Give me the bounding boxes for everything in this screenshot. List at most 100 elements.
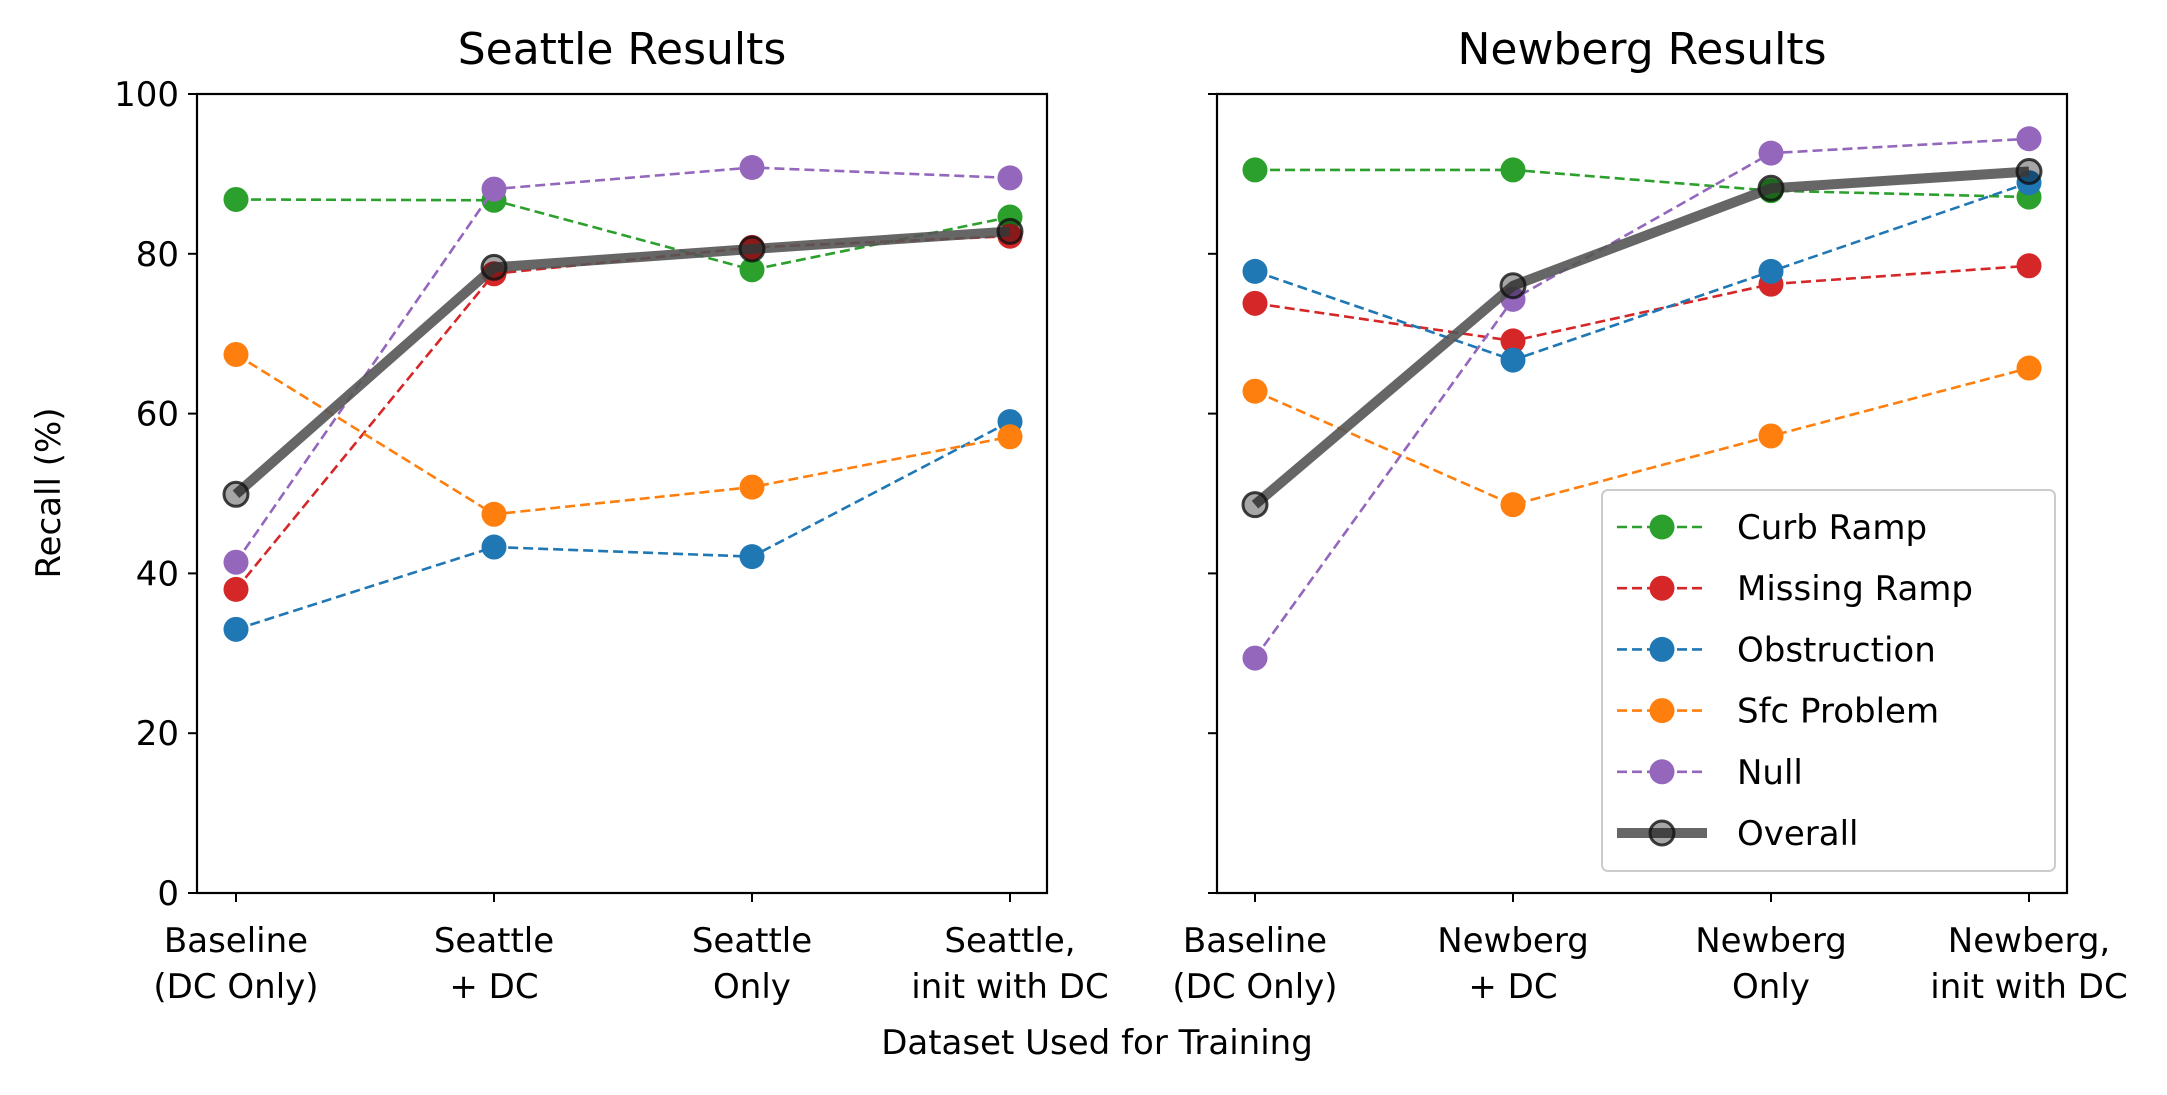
- seattle-line-curb-ramp: [235, 198, 1011, 272]
- newberg-series-sfc-problem: [1242, 355, 2042, 518]
- seattle-series-overall: [222, 217, 1024, 508]
- seattle-series-missing-ramp: [223, 223, 1023, 602]
- seattle-line-null: [234, 166, 1011, 563]
- newberg-point-missing-ramp: [1500, 328, 1526, 354]
- newberg-line-overall: [1251, 166, 2030, 509]
- seattle-panel-title: Seattle Results: [458, 24, 787, 75]
- x-tick-label: + DC: [449, 967, 538, 1007]
- legend-item-obstruction: Obstruction: [1617, 630, 1936, 670]
- seattle-point-obstruction: [739, 544, 765, 570]
- seattle-point-null: [481, 176, 507, 202]
- newberg-line-missing-ramp: [1254, 264, 2030, 343]
- seattle-point-obstruction: [481, 534, 507, 560]
- x-tick-label: Seattle: [434, 921, 554, 961]
- seattle-point-curb-ramp: [739, 257, 765, 283]
- seattle-point-curb-ramp: [223, 186, 249, 212]
- legend-marker: [1649, 575, 1675, 601]
- seattle-point-null: [997, 165, 1023, 191]
- legend-label: Missing Ramp: [1737, 569, 1973, 609]
- seattle-point-overall: [738, 235, 766, 263]
- seattle-point-missing-ramp: [223, 576, 249, 602]
- newberg-point-overall: [1499, 272, 1527, 300]
- x-tick-label: (DC Only): [153, 967, 318, 1007]
- legend-box: [1601, 489, 2056, 872]
- newberg-point-missing-ramp: [1242, 290, 1268, 316]
- seattle-point-sfc-problem: [997, 424, 1023, 450]
- seattle-line-missing-ramp: [234, 234, 1011, 591]
- seattle-series-null: [223, 155, 1023, 575]
- legend-label: Overall: [1737, 814, 1859, 854]
- x-tick-label: Newberg: [1437, 921, 1589, 961]
- y-tick-label: 40: [136, 554, 179, 594]
- y-tick-label: 60: [136, 395, 179, 435]
- legend-marker: [1649, 636, 1675, 662]
- x-axis-label: Dataset Used for Training: [881, 1023, 1313, 1063]
- newberg-line-null: [1253, 137, 2030, 659]
- seattle-point-null: [223, 549, 249, 575]
- x-tick-label: Only: [713, 967, 791, 1007]
- x-tick-label: Newberg: [1695, 921, 1847, 961]
- seattle-point-sfc-problem: [481, 501, 507, 527]
- legend-item-curb-ramp: Curb Ramp: [1617, 508, 1927, 548]
- seattle-series-sfc-problem: [223, 341, 1023, 527]
- legend-item-sfc-problem: Sfc Problem: [1617, 692, 1939, 732]
- x-tick-label: + DC: [1468, 967, 1557, 1007]
- seattle-line-obstruction: [235, 420, 1011, 631]
- seattle-point-overall: [222, 480, 250, 508]
- legend: Curb Ramp Missing Ramp Obstruction Sfc Prob…: [1601, 489, 2056, 872]
- newberg-point-missing-ramp: [2016, 253, 2042, 279]
- newberg-point-obstruction: [1500, 347, 1526, 373]
- seattle-point-obstruction: [223, 616, 249, 642]
- x-tick-label: Seattle,: [944, 921, 1075, 961]
- x-tick-label: Only: [1732, 967, 1810, 1007]
- seattle-point-overall: [480, 253, 508, 281]
- seattle-point-overall: [996, 217, 1024, 245]
- legend-item-overall: Overall: [1617, 814, 1859, 854]
- newberg-point-sfc-problem: [1242, 378, 1268, 404]
- legend-marker: [1648, 819, 1676, 847]
- legend-item-null: Null: [1617, 753, 1803, 793]
- newberg-series-overall: [1241, 158, 2043, 519]
- newberg-point-null: [1242, 645, 1268, 671]
- seattle-point-sfc-problem: [223, 341, 249, 367]
- y-tick-label: 80: [136, 235, 179, 275]
- legend-label: Obstruction: [1737, 630, 1936, 670]
- newberg-point-obstruction: [1758, 258, 1784, 284]
- x-tick-label: init with DC: [911, 967, 1108, 1007]
- newberg-panel-title: Newberg Results: [1457, 24, 1826, 75]
- newberg-series-obstruction: [1242, 170, 2042, 373]
- x-tick-label: init with DC: [1930, 967, 2127, 1007]
- newberg-plot-frame: [1215, 92, 2069, 895]
- newberg-point-sfc-problem: [1500, 492, 1526, 518]
- seattle-point-null: [739, 155, 765, 181]
- legend-label: Null: [1737, 753, 1803, 793]
- y-tick-label: 100: [114, 75, 179, 115]
- newberg-line-curb-ramp: [1255, 168, 2030, 199]
- x-tick-label: Newberg,: [1948, 921, 2110, 961]
- legend-item-missing-ramp: Missing Ramp: [1617, 569, 1973, 609]
- legend-label: Curb Ramp: [1737, 508, 1927, 548]
- newberg-panel: Newberg Results Baseline (DC Only) Newberg…: [1172, 24, 2127, 1007]
- newberg-point-overall: [1241, 491, 1269, 519]
- newberg-point-null: [1758, 140, 1784, 166]
- y-tick-label: 20: [136, 714, 179, 754]
- x-tick-label: (DC Only): [1172, 967, 1337, 1007]
- newberg-point-obstruction: [1242, 258, 1268, 284]
- seattle-point-curb-ramp: [997, 204, 1023, 230]
- seattle-line-overall: [232, 226, 1011, 499]
- seattle-panel: Seattle Results 0 20 40 60 80 100 Baseline (DC …: [114, 24, 1109, 1007]
- y-tick-label: 0: [157, 874, 179, 914]
- newberg-point-overall: [2015, 158, 2043, 186]
- newberg-point-curb-ramp: [1500, 157, 1526, 183]
- newberg-point-sfc-problem: [2016, 355, 2042, 381]
- newberg-line-sfc-problem: [1254, 366, 2030, 507]
- seattle-plot-frame: [195, 92, 1049, 895]
- legend-marker: [1649, 514, 1675, 540]
- seattle-series-obstruction: [223, 409, 1023, 642]
- newberg-point-sfc-problem: [1758, 423, 1784, 449]
- newberg-series-missing-ramp: [1242, 253, 2042, 354]
- newberg-point-overall: [1757, 174, 1785, 202]
- newberg-point-curb-ramp: [1242, 157, 1268, 183]
